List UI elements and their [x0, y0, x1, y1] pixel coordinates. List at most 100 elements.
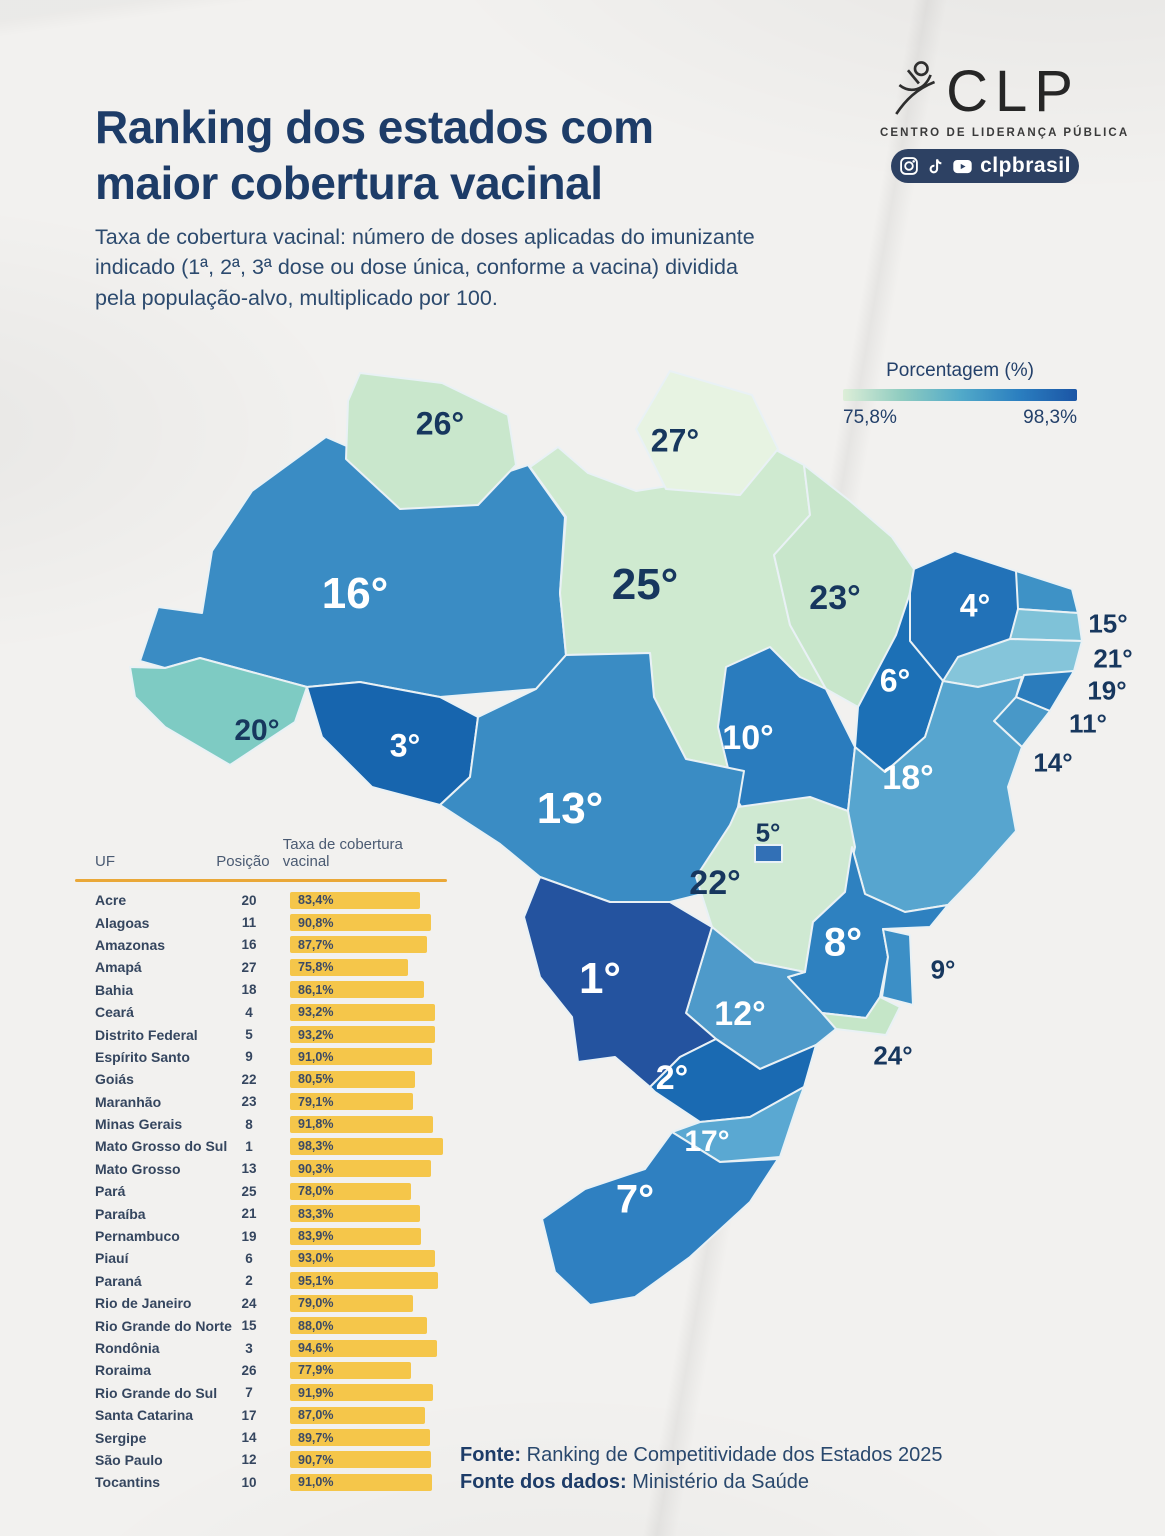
- state-name-cell: Ceará: [95, 1004, 134, 1021]
- rate-value: 78,0%: [298, 1184, 334, 1199]
- rate-bar-cell: 90,3%: [278, 1160, 447, 1178]
- rate-bar: 95,1%: [290, 1272, 438, 1290]
- page-subtitle: Taxa de cobertura vacinal: número de dos…: [95, 224, 755, 310]
- table-row: Pernambuco 19 83,9%: [75, 1225, 447, 1247]
- rate-bar-cell: 95,1%: [278, 1272, 447, 1290]
- rate-bar: 80,5%: [290, 1070, 415, 1088]
- rate-value: 87,0%: [298, 1408, 334, 1423]
- position-cell: 22: [241, 1071, 257, 1087]
- rate-bar-cell: 91,0%: [278, 1048, 447, 1066]
- map-rank-label-ma: 23°: [809, 579, 860, 617]
- rate-bar-cell: 83,4%: [278, 891, 447, 909]
- map-rank-label-go: 22°: [689, 864, 740, 902]
- map-rank-label-se: 14°: [1033, 747, 1072, 777]
- rate-value: 91,8%: [298, 1117, 334, 1132]
- rate-bar-cell: 75,8%: [278, 958, 447, 976]
- rate-value: 91,9%: [298, 1385, 334, 1400]
- table-row: Amazonas 16 87,7%: [75, 934, 447, 956]
- map-rank-label-to: 10°: [722, 719, 773, 757]
- rate-bar-cell: 78,0%: [278, 1182, 447, 1200]
- column-header-posicao: Posição: [216, 853, 270, 870]
- rate-bar: 91,9%: [290, 1384, 433, 1402]
- state-name-cell: Goiás: [95, 1071, 134, 1088]
- rate-value: 79,1%: [298, 1094, 334, 1109]
- position-cell: 16: [241, 937, 257, 953]
- rate-value: 77,9%: [298, 1363, 334, 1378]
- rate-bar-cell: 90,8%: [278, 914, 447, 932]
- data-source-value: Ministério da Saúde: [632, 1471, 810, 1493]
- state-bahia: [847, 676, 1023, 913]
- position-cell: 23: [241, 1094, 257, 1110]
- page-title: Ranking dos estados com maior cobertura …: [95, 100, 654, 209]
- state-distrito-federal: [754, 844, 783, 863]
- instagram-icon: [899, 156, 919, 176]
- rate-bar: 78,0%: [290, 1182, 411, 1200]
- map-rank-label-rr: 26°: [416, 406, 464, 442]
- map-rank-label-ba: 18°: [882, 759, 933, 797]
- state-name-cell: Maranhão: [95, 1093, 162, 1110]
- state-name-cell: Paraíba: [95, 1205, 146, 1222]
- position-cell: 6: [245, 1250, 253, 1266]
- position-cell: 5: [245, 1027, 253, 1043]
- rate-bar-cell: 98,3%: [278, 1137, 447, 1155]
- rate-value: 83,3%: [298, 1206, 334, 1221]
- rate-bar: 93,2%: [290, 1026, 435, 1044]
- source-value: Ranking de Competitividade dos Estados 2…: [526, 1444, 943, 1466]
- position-cell: 21: [241, 1206, 257, 1222]
- table-row: Ceará 4 93,2%: [75, 1001, 447, 1023]
- table-header-rule: [75, 879, 447, 882]
- rate-bar: 77,9%: [290, 1361, 411, 1379]
- rate-value: 93,0%: [298, 1251, 334, 1266]
- social-handle-pill[interactable]: clpbrasil: [891, 149, 1079, 183]
- map-rank-label-am: 16°: [322, 569, 389, 618]
- state-rio-grande-do-norte: [1015, 570, 1079, 614]
- rate-value: 87,7%: [298, 937, 334, 952]
- rate-bar: 75,8%: [290, 958, 408, 976]
- state-name-cell: São Paulo: [95, 1451, 163, 1468]
- rate-bar: 89,7%: [290, 1429, 430, 1447]
- social-handle: clpbrasil: [980, 154, 1071, 177]
- map-rank-label-ms: 1°: [579, 954, 621, 1003]
- rate-bar-cell: 93,2%: [278, 1003, 447, 1021]
- color-legend: Porcentagem (%) 75,8% 98,3%: [843, 360, 1077, 429]
- position-cell: 26: [241, 1362, 257, 1378]
- rate-value: 90,8%: [298, 915, 334, 930]
- state-name-cell: Espírito Santo: [95, 1048, 190, 1065]
- position-cell: 7: [245, 1385, 253, 1401]
- position-cell: 18: [241, 982, 257, 998]
- data-source-label: Fonte dos dados:: [460, 1471, 627, 1493]
- map-rank-label-pa: 25°: [612, 560, 679, 609]
- rate-value: 83,9%: [298, 1229, 334, 1244]
- position-cell: 20: [241, 892, 257, 908]
- table-row: Distrito Federal 5 93,2%: [75, 1023, 447, 1045]
- rate-value: 79,0%: [298, 1296, 334, 1311]
- rate-bar-cell: 88,0%: [278, 1317, 447, 1335]
- clp-wordmark: CLP: [946, 59, 1080, 124]
- clp-tagline: CENTRO DE LIDERANÇA PÚBLICA: [880, 127, 1130, 139]
- position-cell: 2: [245, 1273, 253, 1289]
- state-name-cell: Amazonas: [95, 936, 166, 953]
- rate-bar-cell: 80,5%: [278, 1070, 447, 1088]
- table-row: Goiás 22 80,5%: [75, 1068, 447, 1090]
- state-name-cell: Bahia: [95, 981, 134, 998]
- rate-bar: 98,3%: [290, 1137, 443, 1155]
- legend-title: Porcentagem (%): [886, 360, 1034, 381]
- rate-value: 91,0%: [298, 1475, 334, 1490]
- table-row: Minas Gerais 8 91,8%: [75, 1113, 447, 1135]
- state-name-cell: Roraima: [95, 1362, 152, 1379]
- rate-value: 80,5%: [298, 1072, 334, 1087]
- rate-value: 94,6%: [298, 1341, 334, 1355]
- tiktok-icon: [926, 157, 945, 176]
- map-rank-label-pr: 2°: [656, 1059, 689, 1097]
- state-name-cell: Alagoas: [95, 914, 150, 931]
- rate-bar-cell: 91,0%: [278, 1473, 447, 1491]
- rate-bar: 91,0%: [290, 1473, 432, 1491]
- map-rank-label-rj: 24°: [873, 1040, 912, 1070]
- rate-bar: 91,8%: [290, 1115, 433, 1133]
- state-paraiba: [1009, 608, 1083, 642]
- map-rank-label-pi: 6°: [880, 663, 911, 699]
- table-row: São Paulo 12 90,7%: [75, 1449, 447, 1471]
- table-row: Maranhão 23 79,1%: [75, 1091, 447, 1113]
- state-name-cell: Sergipe: [95, 1429, 147, 1446]
